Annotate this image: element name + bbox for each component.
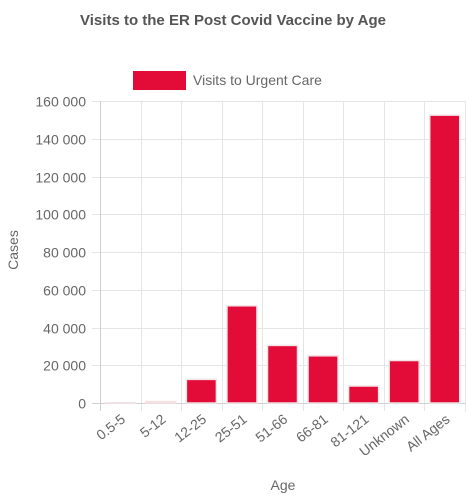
grid xyxy=(92,101,466,411)
x-tick-label: All Ages xyxy=(403,411,453,455)
bar-51-66[interactable] xyxy=(266,344,299,404)
x-axis-label: Age xyxy=(271,477,296,493)
bar-66-81[interactable] xyxy=(307,355,339,404)
y-tick-label: 100 000 xyxy=(35,207,86,223)
y-tick-label: 0 xyxy=(78,396,86,412)
x-tick-label: 5-12 xyxy=(137,411,169,441)
bar-0-5-5[interactable] xyxy=(104,401,137,404)
legend-label: Visits to Urgent Care xyxy=(193,72,322,88)
y-axis-ticks: 0 20 000 40 000 60 000 80 000 100 000 120 000 1… xyxy=(35,94,86,412)
x-axis-ticks: 0.5-5 5-12 12-25 25-51 51-66 66-8181-121Unkno… xyxy=(93,411,452,460)
chart-title: Visits to the ER Post Covid Vaccine by A… xyxy=(80,12,386,29)
y-tick-label: 80 000 xyxy=(43,245,86,261)
bar-all-ages[interactable] xyxy=(428,114,461,404)
y-tick-label: 160 000 xyxy=(35,94,86,110)
y-tick-label: 20 000 xyxy=(43,358,86,374)
x-tick-label: 0.5-5 xyxy=(93,411,128,443)
y-tick-label: 60 000 xyxy=(43,283,86,299)
y-tick-label: 120 000 xyxy=(35,170,86,186)
bar-unknown[interactable] xyxy=(388,359,420,404)
y-tick-label: 140 000 xyxy=(35,132,86,148)
x-tick-label: 66-81 xyxy=(293,411,331,446)
bars xyxy=(104,114,461,404)
x-tick-label: 12-25 xyxy=(171,411,209,446)
bar-12-25[interactable] xyxy=(185,378,218,404)
legend-swatch xyxy=(133,71,186,90)
x-tick-label: 51-66 xyxy=(252,411,290,446)
y-tick-label: 40 000 xyxy=(43,321,86,337)
bar-81-121[interactable] xyxy=(347,385,380,404)
bar-5-12[interactable] xyxy=(145,400,177,404)
bar-25-51[interactable] xyxy=(226,305,258,404)
legend[interactable]: Visits to Urgent Care xyxy=(133,71,322,90)
y-axis-label: Cases xyxy=(5,230,21,270)
x-tick-label: 25-51 xyxy=(212,411,250,446)
